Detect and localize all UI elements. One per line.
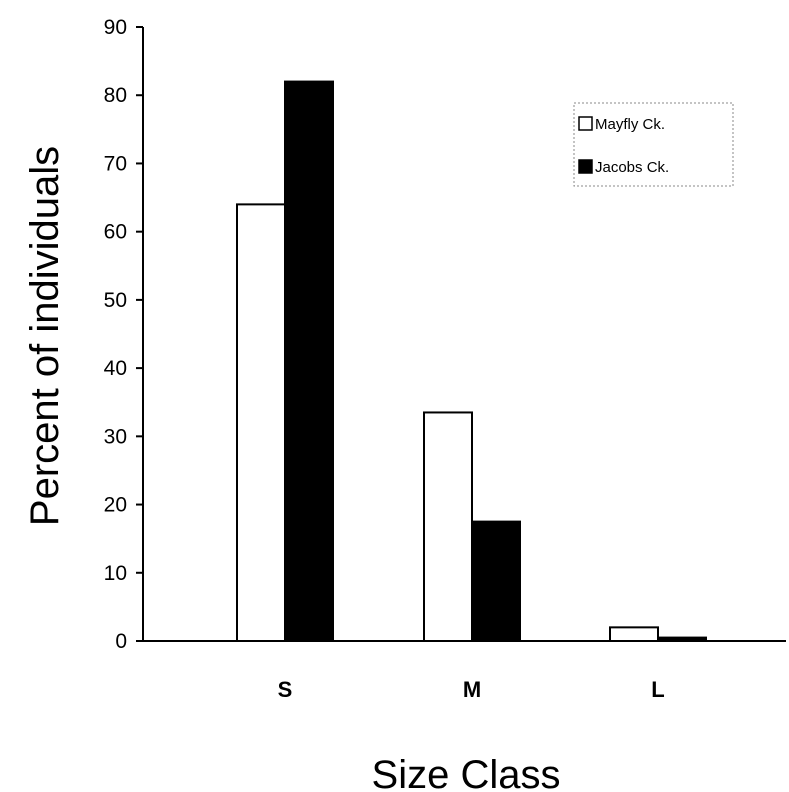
legend-label-mayfly: Mayfly Ck. bbox=[595, 116, 665, 133]
bar-mayfly-L bbox=[609, 626, 659, 642]
x-tick-label-S: S bbox=[278, 677, 293, 702]
legend: Mayfly Ck. Jacobs Ck. bbox=[573, 102, 734, 187]
legend-swatch-jacobs bbox=[578, 159, 593, 174]
y-tick-label-3: 30 bbox=[104, 425, 127, 448]
y-tick-label-1: 10 bbox=[104, 562, 127, 585]
y-tick-label-4: 40 bbox=[104, 357, 127, 380]
x-tick-label-M: M bbox=[463, 677, 481, 702]
y-tick-label-5: 50 bbox=[104, 289, 127, 312]
y-tick-label-6: 60 bbox=[104, 221, 127, 244]
y-tick-label-0: 0 bbox=[115, 630, 127, 653]
y-tick-label-8: 80 bbox=[104, 84, 127, 107]
x-axis-title: Size Class bbox=[372, 753, 561, 792]
bar-mayfly-S bbox=[236, 203, 286, 642]
x-tick-label-L: L bbox=[651, 677, 664, 702]
y-axis-ticks: 0 10 20 30 40 50 60 70 80 90 bbox=[104, 16, 143, 653]
y-tick-label-7: 70 bbox=[104, 152, 127, 175]
bar-jacobs-S bbox=[284, 80, 334, 643]
y-tick-label-9: 90 bbox=[104, 16, 127, 39]
bars bbox=[236, 80, 707, 643]
y-axis-title: Percent of individuals bbox=[23, 146, 67, 526]
legend-frame bbox=[573, 102, 734, 187]
bar-jacobs-M bbox=[471, 520, 521, 642]
legend-swatch-mayfly bbox=[578, 116, 593, 131]
legend-label-jacobs: Jacobs Ck. bbox=[595, 159, 669, 176]
bar-mayfly-M bbox=[423, 411, 473, 643]
y-tick-label-2: 20 bbox=[104, 494, 127, 517]
